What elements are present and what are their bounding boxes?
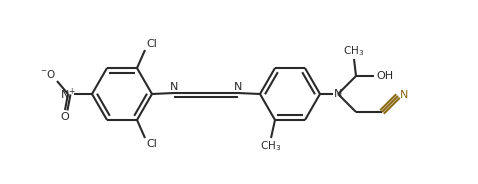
Text: N: N xyxy=(334,89,342,99)
Text: O: O xyxy=(61,112,69,122)
Text: N$^{+}$: N$^{+}$ xyxy=(60,86,76,102)
Text: N: N xyxy=(400,90,408,100)
Text: N: N xyxy=(234,82,242,92)
Text: Cl: Cl xyxy=(146,39,157,49)
Text: OH: OH xyxy=(376,71,393,81)
Text: CH$_3$: CH$_3$ xyxy=(261,139,282,153)
Text: CH$_3$: CH$_3$ xyxy=(343,44,365,58)
Text: $^{-}$O: $^{-}$O xyxy=(40,68,56,80)
Text: Cl: Cl xyxy=(146,139,157,149)
Text: N: N xyxy=(170,82,178,92)
